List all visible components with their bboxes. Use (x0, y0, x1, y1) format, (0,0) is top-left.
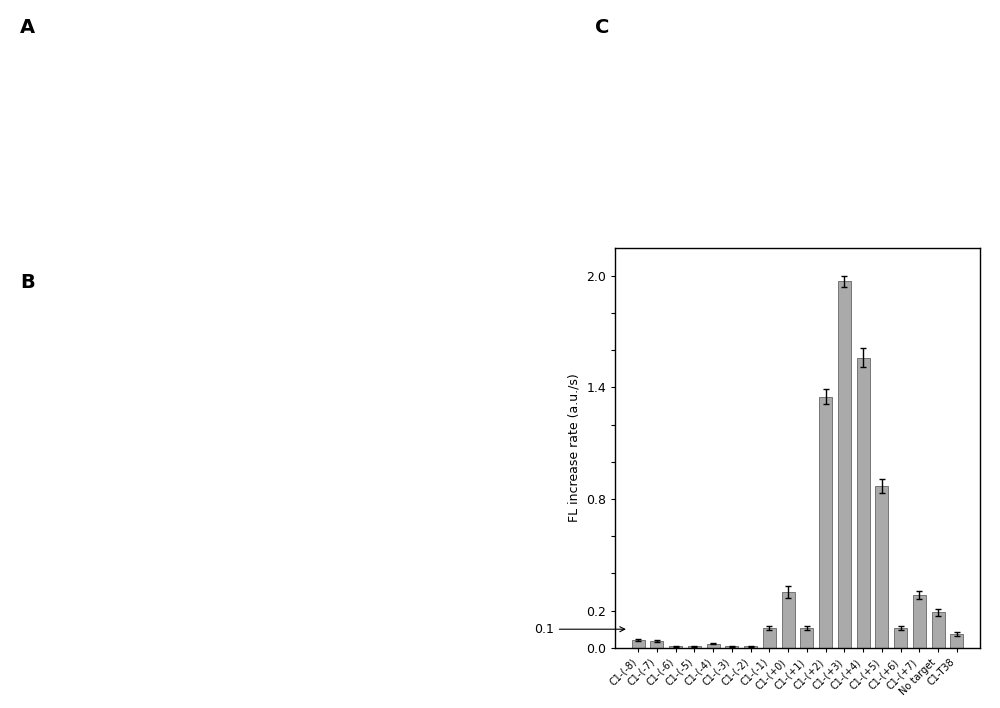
Bar (800, 628, 813, 648)
Bar (857, 358, 870, 648)
Bar (875, 486, 888, 648)
Bar (707, 644, 720, 648)
Text: C: C (595, 18, 609, 37)
Text: 0.1: 0.1 (534, 623, 625, 636)
Bar (650, 641, 663, 648)
Bar (932, 612, 945, 648)
Bar (838, 281, 851, 648)
Bar (669, 646, 682, 648)
Text: B: B (20, 273, 35, 292)
Bar (782, 592, 795, 648)
Bar (763, 628, 776, 648)
Text: A: A (20, 18, 35, 37)
Bar (688, 646, 701, 648)
Bar (819, 396, 832, 648)
Bar (744, 646, 757, 648)
Bar (632, 640, 645, 648)
Bar (725, 646, 738, 648)
Bar (913, 595, 926, 648)
Bar (950, 634, 963, 648)
Y-axis label: FL increase rate (a.u./s): FL increase rate (a.u./s) (567, 373, 580, 523)
Bar (894, 628, 907, 648)
